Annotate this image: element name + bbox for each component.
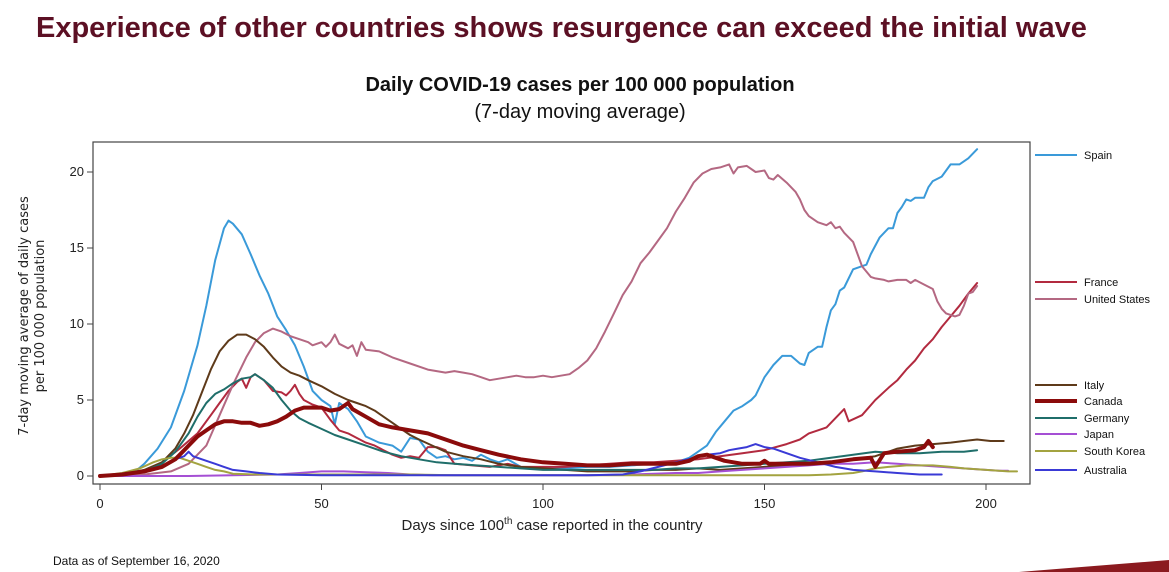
legend-label: Australia bbox=[1084, 465, 1128, 477]
series-line-canada bbox=[98, 401, 935, 478]
legend-item-germany: Germany bbox=[1035, 413, 1130, 425]
series-layer bbox=[98, 148, 1018, 478]
y-axis: 0 5 10 15 20 bbox=[70, 164, 93, 483]
x-axis: 0 50 100 150 200 bbox=[96, 484, 997, 511]
legend-label: France bbox=[1084, 277, 1118, 289]
series-line-japan bbox=[99, 461, 1010, 477]
x-tick-label: 100 bbox=[532, 496, 554, 511]
y-tick-label: 15 bbox=[70, 240, 84, 255]
legend-label: Italy bbox=[1084, 380, 1105, 392]
series-line-france bbox=[99, 282, 979, 477]
chart-title: Daily COVID-19 cases per 100 000 populat… bbox=[365, 74, 795, 96]
legend-label: Canada bbox=[1084, 396, 1123, 408]
x-tick-label: 200 bbox=[975, 496, 997, 511]
data-date-footnote: Data as of September 16, 2020 bbox=[53, 554, 220, 568]
legend-item-south-korea: South Korea bbox=[1035, 446, 1146, 458]
series-line-italy bbox=[99, 333, 1005, 477]
x-axis-label-pre: Days since 100 bbox=[401, 517, 504, 534]
x-axis-label: Days since 100th case reported in the co… bbox=[401, 516, 703, 534]
series-line-united-states bbox=[99, 163, 979, 477]
y-tick-label: 0 bbox=[77, 468, 84, 483]
legend-item-japan: Japan bbox=[1035, 429, 1114, 441]
x-axis-label-post: case reported in the country bbox=[512, 517, 703, 534]
legend-item-canada: Canada bbox=[1035, 396, 1123, 408]
legend-label: Germany bbox=[1084, 413, 1130, 425]
y-axis-label-line2: per 100 000 population bbox=[33, 240, 48, 393]
legend-label: Japan bbox=[1084, 429, 1114, 441]
y-tick-label: 5 bbox=[77, 392, 84, 407]
legend-item-france: France bbox=[1035, 277, 1118, 289]
x-tick-label: 150 bbox=[754, 496, 776, 511]
legend-label: Spain bbox=[1084, 150, 1112, 162]
x-tick-label: 0 bbox=[96, 496, 103, 511]
x-axis-label-sup: th bbox=[504, 516, 512, 527]
chart-subtitle: (7-day moving average) bbox=[474, 101, 686, 123]
legend-item-italy: Italy bbox=[1035, 380, 1105, 392]
y-tick-label: 20 bbox=[70, 164, 84, 179]
series-line-australia bbox=[99, 443, 943, 477]
y-axis-label-line1: 7-day moving average of daily cases bbox=[17, 196, 32, 436]
slide-title: Experience of other countries shows resu… bbox=[36, 12, 1087, 44]
legend-label: South Korea bbox=[1084, 446, 1146, 458]
y-tick-label: 10 bbox=[70, 316, 84, 331]
legend: Spain France United States Italy Canada Germa… bbox=[1035, 150, 1151, 477]
legend-item-spain: Spain bbox=[1035, 150, 1112, 162]
x-tick-label: 50 bbox=[314, 496, 328, 511]
series-line-spain bbox=[99, 148, 979, 477]
legend-item-united-states: United States bbox=[1035, 294, 1151, 306]
corner-accent-decoration bbox=[1019, 560, 1169, 572]
plot-frame bbox=[92, 141, 1031, 485]
legend-label: United States bbox=[1084, 294, 1151, 306]
plot-border bbox=[92, 141, 1031, 485]
legend-item-australia: Australia bbox=[1035, 465, 1128, 477]
